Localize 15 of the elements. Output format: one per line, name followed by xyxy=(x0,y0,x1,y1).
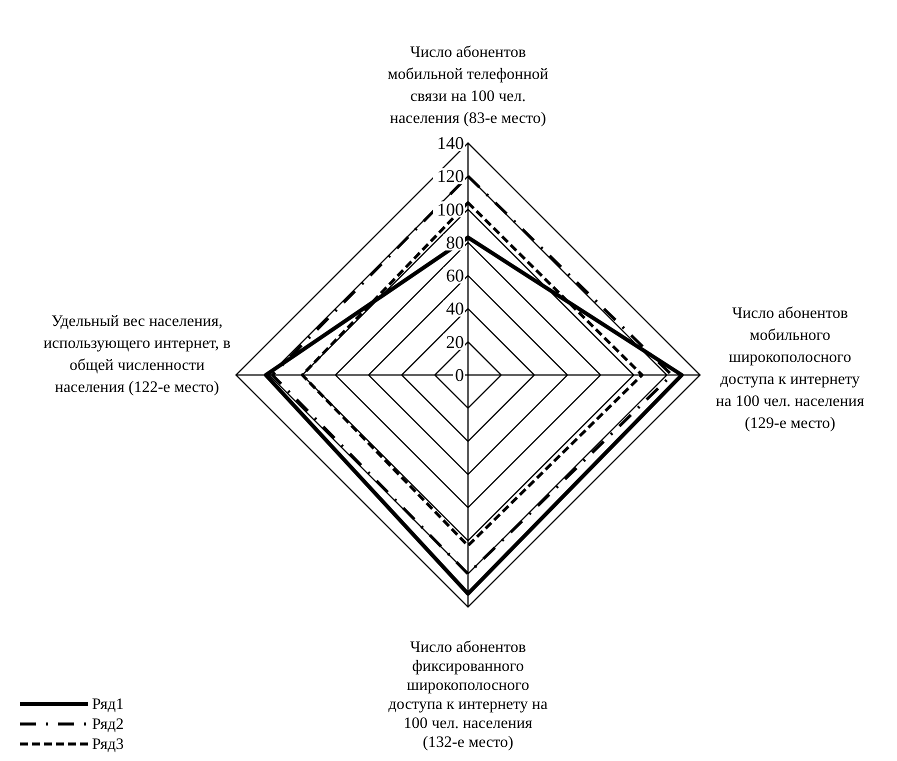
y-tick-label: 20 xyxy=(446,332,464,352)
spoke-label: Число абонентов мобильной телефонной связи на 100 чел. населения (83-е место) xyxy=(388,44,549,127)
y-tick-label: 100 xyxy=(437,199,464,220)
spoke-label: Удельный вес населения, использующего интернет, в общей численности населения (122-е место) xyxy=(43,313,231,396)
y-tick-label: 140 xyxy=(437,133,464,153)
spoke-label: Число абонентов мобильного широкополосного доступа к интернету на 100 чел. населения (129-е место) xyxy=(716,305,865,432)
y-tick-label: 80 xyxy=(446,232,464,252)
y-tick-label: 120 xyxy=(437,166,464,186)
legend-label: Ряд3 xyxy=(92,736,124,753)
y-tick-label: 0 xyxy=(455,365,464,385)
y-tick-label: 60 xyxy=(446,266,464,286)
y-tick-label: 40 xyxy=(446,298,464,319)
legend-label: Ряд1 xyxy=(92,696,124,713)
legend-label: Ряд2 xyxy=(92,716,124,733)
spoke-label: Число абонентов фиксированного широкополосного доступа к интернету на 100 чел. населения (132-е место) xyxy=(388,639,548,751)
